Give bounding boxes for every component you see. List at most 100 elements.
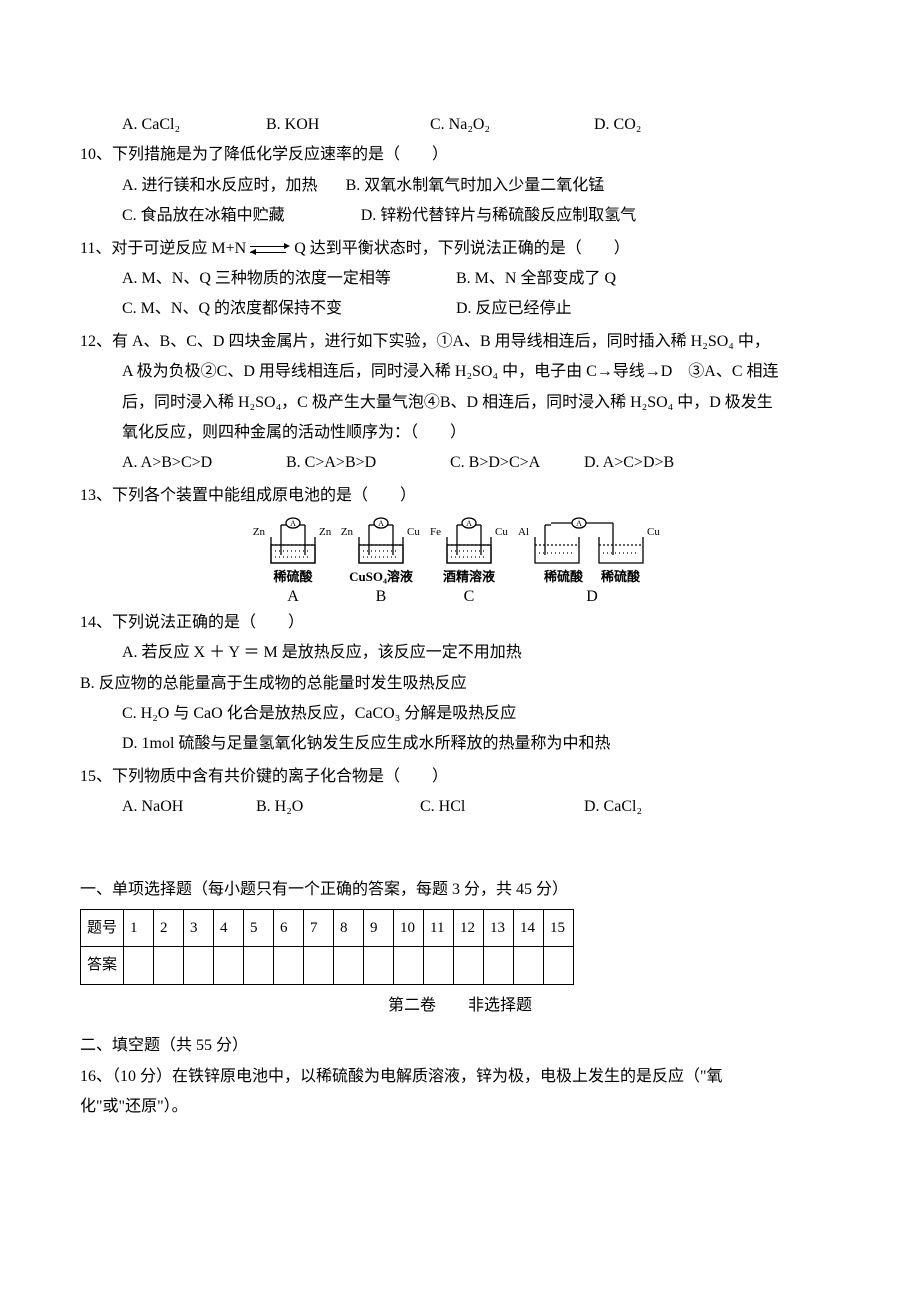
q13-diagrams: A Zn Zn 稀硫酸A A Zn Cu CuSO₄溶液B A Fe xyxy=(80,517,840,606)
q14-optA: A. 若反应 X ＋ Y ＝ M 是放热反应，该反应一定不用加热 xyxy=(80,638,840,668)
q10-optB: B. 双氧水制氧气时加入少量二氧化锰 xyxy=(346,177,605,194)
answer-table: 题号123456789101112131415 答案 xyxy=(80,909,574,985)
q14-optB: B. 反应物的总能量高于生成物的总能量时发生吸热反应 xyxy=(80,669,840,699)
q9-optD: D. CO₂ xyxy=(594,110,641,140)
q9-optA: A. CaCl₂ xyxy=(122,110,262,140)
q9-optC: C. Na₂O₂ xyxy=(430,110,590,140)
table-ans-12[interactable] xyxy=(454,947,484,985)
table-ans-6[interactable] xyxy=(274,947,304,985)
q12: 12、有 A、B、C、D 四块金属片，进行如下实验，①A、B 用导线相连后，同时… xyxy=(80,327,840,479)
table-col-12: 12 xyxy=(454,909,484,947)
cell-diagram-C: A Fe Cu 酒精溶液C xyxy=(429,517,509,606)
table-ans-3[interactable] xyxy=(184,947,214,985)
q12-l2: A 极为负极②C、D 用导线相连后，同时浸入稀 H₂SO₄ 中，电子由 C→导线… xyxy=(80,357,840,387)
th-num: 题号 xyxy=(81,909,124,947)
q14: 14、下列说法正确的是（ ） A. 若反应 X ＋ Y ＝ M 是放热反应，该反… xyxy=(80,608,840,760)
table-ans-11[interactable] xyxy=(424,947,454,985)
section2-title: 二、填空题（共 55 分） xyxy=(80,1031,840,1061)
q11-optB: B. M、N 全部变成了 Q xyxy=(456,270,616,287)
table-col-13: 13 xyxy=(484,909,514,947)
q10-line2: C. 食品放在冰箱中贮藏 D. 锌粉代替锌片与稀硫酸反应制取氢气 xyxy=(80,201,840,231)
section1-title: 一、单项选择题（每小题只有一个正确的答案，每题 3 分，共 45 分） xyxy=(80,875,840,905)
svg-text:A: A xyxy=(378,519,384,528)
q12-optB: B. C>A>B>D xyxy=(286,448,446,478)
table-col-2: 2 xyxy=(154,909,184,947)
cell-diagram-D: A Al Cu 稀硫酸稀硫酸D xyxy=(517,517,667,606)
q15-options: A. NaOH B. H₂O C. HCl D. CaCl₂ xyxy=(80,792,840,822)
q10-stem: 10、下列措施是为了降低化学反应速率的是（ ） xyxy=(80,140,840,170)
cell-diagram-A: A Zn Zn 稀硫酸A xyxy=(253,517,333,606)
table-ans-7[interactable] xyxy=(304,947,334,985)
svg-text:A: A xyxy=(576,519,582,528)
q15-optB: B. H₂O xyxy=(256,792,416,822)
part2-title: 第二卷 非选择题 xyxy=(80,991,840,1021)
svg-text:A: A xyxy=(290,519,296,528)
svg-text:A: A xyxy=(466,519,472,528)
q10-optD: D. 锌粉代替锌片与稀硫酸反应制取氢气 xyxy=(361,207,637,224)
table-col-10: 10 xyxy=(394,909,424,947)
q11-optC: C. M、N、Q 的浓度都保持不变 xyxy=(122,294,452,324)
q15-stem: 15、下列物质中含有共价键的离子化合物是（ ） xyxy=(80,762,840,792)
svg-text:Zn: Zn xyxy=(341,526,353,538)
table-col-5: 5 xyxy=(244,909,274,947)
q10-line1: A. 进行镁和水反应时，加热 B. 双氧水制氧气时加入少量二氧化锰 xyxy=(80,171,840,201)
svg-text:Zn: Zn xyxy=(319,526,332,538)
table-ans-14[interactable] xyxy=(514,947,544,985)
table-col-11: 11 xyxy=(424,909,454,947)
svg-text:Cu: Cu xyxy=(647,526,660,538)
table-ans-8[interactable] xyxy=(334,947,364,985)
q12-optC: C. B>D>C>A xyxy=(450,448,580,478)
q12-l3: 后，同时浸入稀 H₂SO₄，C 极产生大量气泡④B、D 相连后，同时浸入稀 H₂… xyxy=(80,388,840,418)
q10-optC: C. 食品放在冰箱中贮藏 xyxy=(122,207,285,224)
table-col-14: 14 xyxy=(514,909,544,947)
q12-optA: A. A>B>C>D xyxy=(122,448,282,478)
q13: 13、下列各个装置中能组成原电池的是（ ） A Zn Zn 稀硫酸A A Zn … xyxy=(80,481,840,606)
svg-text:Al: Al xyxy=(518,526,529,538)
q15-optA: A. NaOH xyxy=(122,792,252,822)
q11-optD: D. 反应已经停止 xyxy=(456,300,572,317)
table-ans-13[interactable] xyxy=(484,947,514,985)
q12-l4: 氧化反应，则四种金属的活动性顺序为：（ ） xyxy=(80,418,840,448)
q15-optC: C. HCl xyxy=(420,792,580,822)
svg-text:Zn: Zn xyxy=(253,526,265,538)
table-col-1: 1 xyxy=(124,909,154,947)
q9-optB: B. KOH xyxy=(266,110,426,140)
table-ans-9[interactable] xyxy=(364,947,394,985)
q16-l2: 化"或"还原"）。 xyxy=(80,1092,840,1122)
table-ans-4[interactable] xyxy=(214,947,244,985)
reversible-arrow-icon xyxy=(250,242,290,256)
q15-optD: D. CaCl₂ xyxy=(584,798,642,815)
table-ans-1[interactable] xyxy=(124,947,154,985)
table-ans-10[interactable] xyxy=(394,947,424,985)
cell-diagram-B: A Zn Cu CuSO₄溶液B xyxy=(341,517,421,606)
q16-l1: 16、（10 分）在铁锌原电池中，以稀硫酸为电解质溶液，锌为极，电极上发生的是反… xyxy=(80,1062,840,1092)
table-col-8: 8 xyxy=(334,909,364,947)
q11: 11、对于可逆反应 M+N Q 达到平衡状态时，下列说法正确的是（ ） A. M… xyxy=(80,234,840,325)
table-col-3: 3 xyxy=(184,909,214,947)
q11-optA: A. M、N、Q 三种物质的浓度一定相等 xyxy=(122,264,452,294)
table-col-6: 6 xyxy=(274,909,304,947)
q11-stem: 11、对于可逆反应 M+N Q 达到平衡状态时，下列说法正确的是（ ） xyxy=(80,234,840,264)
svg-text:Cu: Cu xyxy=(495,526,508,538)
svg-text:Cu: Cu xyxy=(407,526,420,538)
q15: 15、下列物质中含有共价键的离子化合物是（ ） A. NaOH B. H₂O C… xyxy=(80,762,840,823)
q14-optC: C. H₂O 与 CaO 化合是放热反应，CaCO₃ 分解是吸热反应 xyxy=(80,699,840,729)
q12-l1: 12、有 A、B、C、D 四块金属片，进行如下实验，①A、B 用导线相连后，同时… xyxy=(80,327,840,357)
table-col-9: 9 xyxy=(364,909,394,947)
table-col-15: 15 xyxy=(544,909,574,947)
q10: 10、下列措施是为了降低化学反应速率的是（ ） A. 进行镁和水反应时，加热 B… xyxy=(80,140,840,231)
table-ans-5[interactable] xyxy=(244,947,274,985)
table-col-7: 7 xyxy=(304,909,334,947)
q10-optA: A. 进行镁和水反应时，加热 xyxy=(122,177,318,194)
q11-line2: C. M、N、Q 的浓度都保持不变 D. 反应已经停止 xyxy=(80,294,840,324)
q9-options: A. CaCl₂ B. KOH C. Na₂O₂ D. CO₂ xyxy=(80,110,840,140)
table-col-4: 4 xyxy=(214,909,244,947)
table-ans-15[interactable] xyxy=(544,947,574,985)
svg-text:Fe: Fe xyxy=(430,526,441,538)
q11-line1: A. M、N、Q 三种物质的浓度一定相等 B. M、N 全部变成了 Q xyxy=(80,264,840,294)
q11-stem-pre: 11、对于可逆反应 M+N xyxy=(80,240,250,257)
q14-stem: 14、下列说法正确的是（ ） xyxy=(80,608,840,638)
table-ans-2[interactable] xyxy=(154,947,184,985)
q11-stem-post: Q 达到平衡状态时，下列说法正确的是（ ） xyxy=(294,240,630,257)
q13-stem: 13、下列各个装置中能组成原电池的是（ ） xyxy=(80,481,840,511)
